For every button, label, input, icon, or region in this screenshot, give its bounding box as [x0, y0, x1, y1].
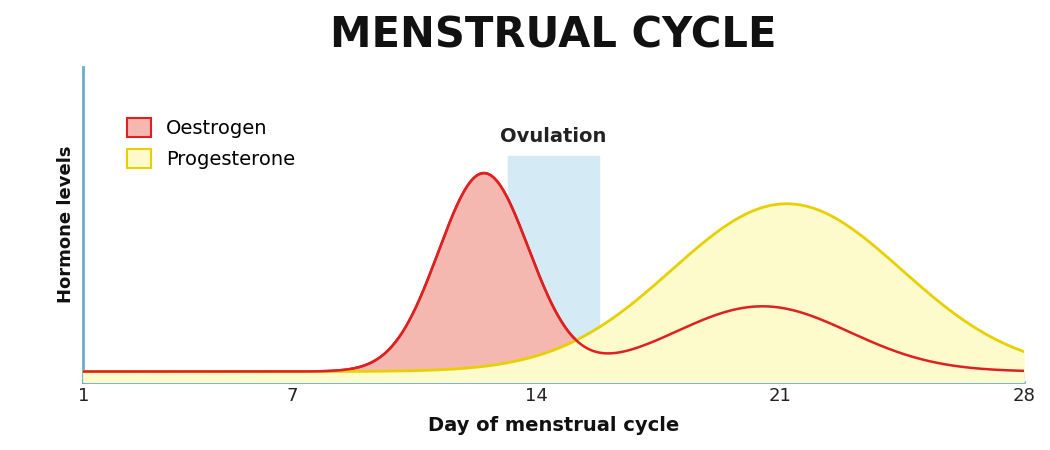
Text: Ovulation: Ovulation: [500, 127, 607, 146]
X-axis label: Day of menstrual cycle: Day of menstrual cycle: [427, 416, 679, 435]
Legend: Oestrogen, Progesterone: Oestrogen, Progesterone: [112, 102, 311, 185]
Title: MENSTRUAL CYCLE: MENSTRUAL CYCLE: [330, 15, 777, 57]
Y-axis label: Hormone levels: Hormone levels: [57, 146, 75, 303]
